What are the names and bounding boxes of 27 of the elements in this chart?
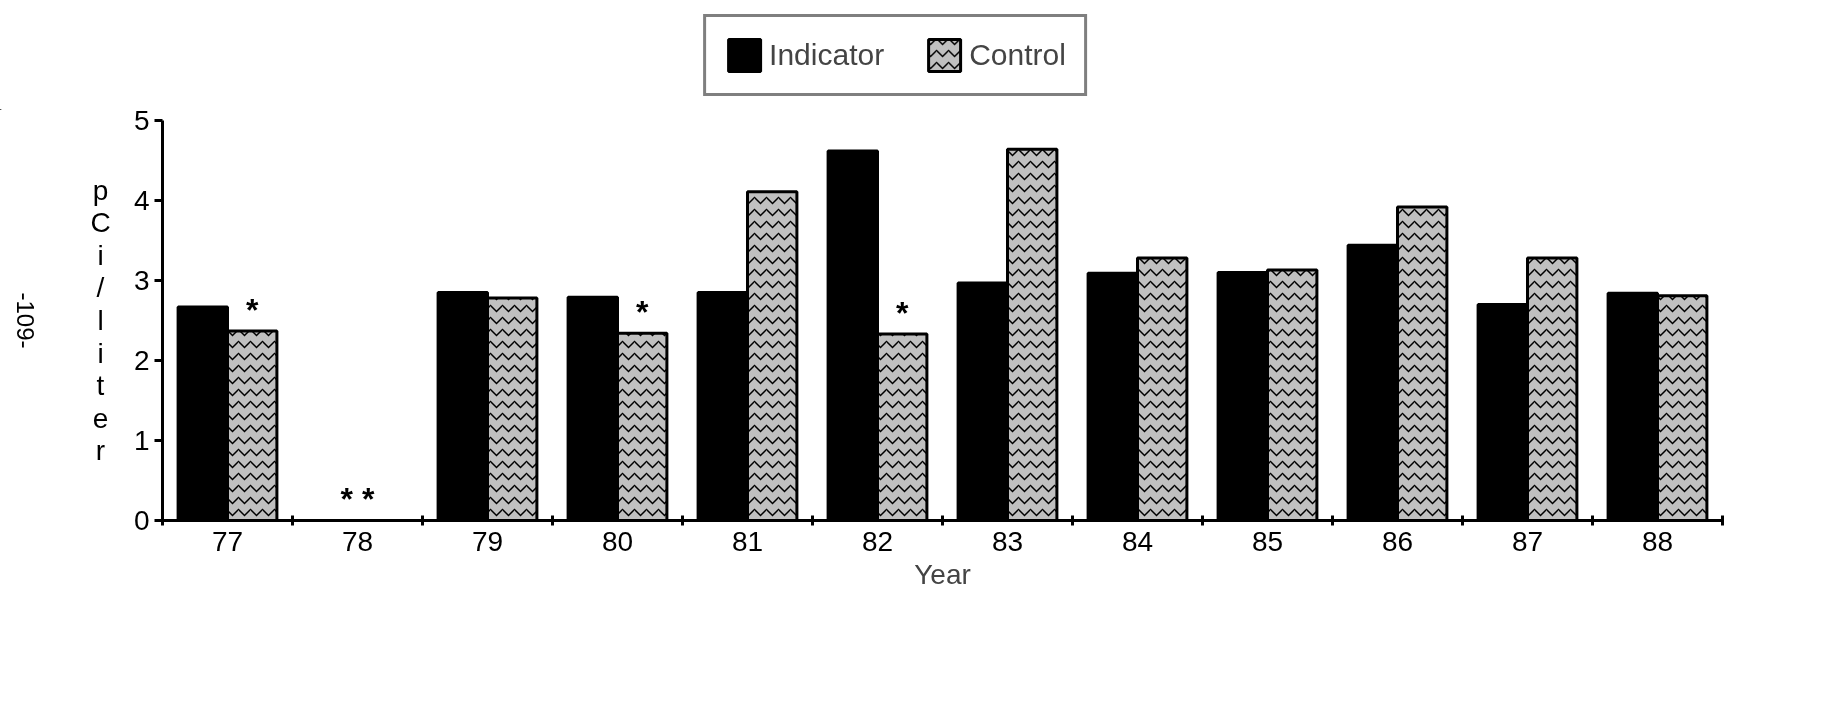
y-tick-label: 2 bbox=[133, 345, 150, 376]
y-tick-label: 0 bbox=[133, 505, 150, 536]
legend-label: Control bbox=[969, 38, 1066, 72]
x-tick-label: 88 bbox=[1641, 525, 1674, 557]
annotation: * bbox=[635, 294, 649, 331]
x-tick-label: 84 bbox=[1121, 525, 1154, 557]
x-tick-label: 86 bbox=[1381, 525, 1414, 557]
annotation: * bbox=[895, 294, 909, 331]
x-tick-label: 79 bbox=[471, 525, 504, 557]
x-axis-title: Year bbox=[914, 558, 971, 590]
x-tick-label: 83 bbox=[991, 525, 1024, 557]
x-tick-label: 78 bbox=[341, 525, 374, 557]
annotation: * bbox=[245, 291, 259, 328]
annotation: * * bbox=[340, 481, 375, 518]
text: -109- bbox=[12, 292, 39, 349]
y-tick-label: 1 bbox=[133, 425, 150, 456]
x-tick-label: 87 bbox=[1511, 525, 1544, 557]
y-tick-label: 5 bbox=[133, 105, 150, 136]
x-tick-label: 85 bbox=[1251, 525, 1284, 557]
y-tick-label: 4 bbox=[133, 185, 150, 216]
x-tick-label: 81 bbox=[731, 525, 764, 557]
x-tick-label: 77 bbox=[211, 525, 244, 557]
x-tick-label: 80 bbox=[601, 525, 634, 557]
x-tick-label: 82 bbox=[861, 525, 894, 557]
legend-label: Indicator bbox=[769, 38, 885, 72]
y-tick-label: 3 bbox=[133, 265, 150, 296]
text: pCi/liter bbox=[90, 174, 111, 467]
